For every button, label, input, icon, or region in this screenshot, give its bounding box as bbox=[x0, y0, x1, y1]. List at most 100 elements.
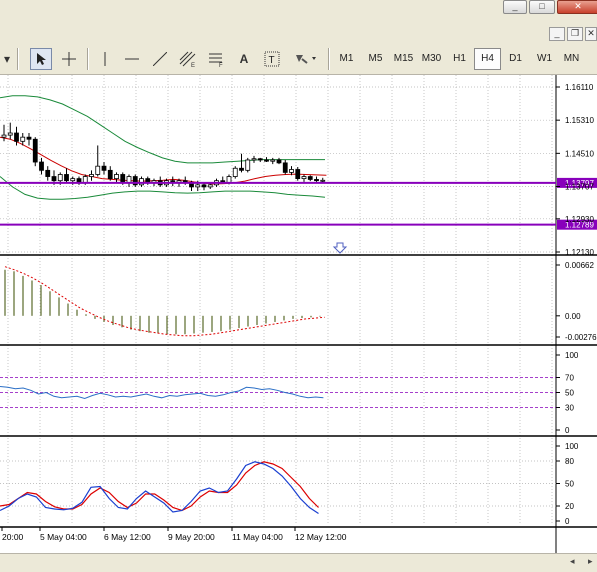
candle bbox=[95, 145, 101, 177]
candle bbox=[264, 157, 269, 163]
macd-axis-label: -0.00276 bbox=[565, 333, 597, 342]
svg-text:E: E bbox=[191, 63, 195, 67]
stoch-axis-label: 20 bbox=[565, 502, 574, 511]
stochastic-signal-line bbox=[0, 461, 319, 512]
window-title-bar: _ □ ✕ bbox=[0, 0, 597, 22]
price-level-label: 1.13797 bbox=[565, 179, 594, 188]
candle bbox=[1, 124, 7, 142]
chart-grid bbox=[0, 75, 556, 525]
macd-axis-label: 0.00 bbox=[565, 312, 581, 321]
window-maximize-button[interactable]: □ bbox=[529, 0, 555, 14]
candle bbox=[139, 176, 144, 187]
price-axis-label: 1.15310 bbox=[565, 116, 594, 125]
candle bbox=[295, 167, 301, 181]
chart-background bbox=[0, 75, 597, 553]
candle bbox=[239, 153, 244, 173]
candle bbox=[64, 168, 69, 183]
timeframe-d1-button[interactable]: D1 bbox=[509, 53, 522, 64]
svg-text:F: F bbox=[219, 63, 223, 67]
candle bbox=[14, 126, 19, 146]
status-bar: ◂ ▸ bbox=[0, 553, 597, 572]
macd-axis-label: 0.00662 bbox=[565, 261, 594, 270]
chart-restore-button[interactable]: ❐ bbox=[567, 27, 583, 41]
timeframe-m5-button[interactable]: M5 bbox=[368, 53, 383, 64]
price-axis-label: 1.14510 bbox=[565, 149, 594, 158]
rsi-line bbox=[0, 386, 324, 400]
timeframe-m15-button[interactable]: M15 bbox=[393, 53, 414, 64]
candle bbox=[101, 162, 107, 175]
candle bbox=[26, 133, 32, 146]
candles bbox=[1, 122, 326, 192]
macd-signal-line bbox=[4, 266, 325, 337]
bollinger-lower-band bbox=[0, 176, 326, 200]
candle bbox=[314, 176, 319, 182]
rsi-axis-label: 50 bbox=[565, 389, 574, 398]
dropdown-arrow-icon[interactable]: ▾ bbox=[3, 52, 11, 66]
timeframe-h4-button[interactable]: H4 bbox=[474, 48, 501, 70]
scroll-right-icon[interactable]: ▸ bbox=[588, 556, 593, 566]
text-label-icon[interactable]: T bbox=[261, 48, 283, 70]
chart-minimize-button[interactable]: _ bbox=[549, 27, 565, 41]
candle bbox=[307, 175, 313, 182]
price-axis-label: 1.12930 bbox=[565, 215, 594, 224]
rsi-axis-label: 70 bbox=[565, 374, 574, 383]
candle bbox=[39, 157, 44, 175]
price-axis-label: 1.12130 bbox=[565, 248, 594, 257]
candle bbox=[107, 166, 113, 181]
time-axis-label: 20:00 bbox=[2, 532, 24, 542]
time-axis-label: 9 May 20:00 bbox=[168, 532, 215, 542]
fibonacci-channel-icon[interactable]: E bbox=[177, 48, 199, 70]
window-minimize-button[interactable]: _ bbox=[503, 0, 527, 14]
rsi-axis-label: 30 bbox=[565, 404, 574, 413]
candle bbox=[201, 182, 207, 191]
price-level-tag bbox=[557, 219, 597, 230]
rsi-axis-label: 0 bbox=[565, 426, 570, 435]
price-axis-label: 1.13707 bbox=[565, 182, 594, 191]
time-axis-label: 11 May 04:00 bbox=[232, 532, 283, 542]
rsi-axis-label: 100 bbox=[565, 351, 579, 360]
price-level-label: 1.12789 bbox=[565, 221, 594, 230]
arrow-down-icon bbox=[332, 242, 348, 254]
price-axis-label: 1.16110 bbox=[565, 83, 594, 92]
cursor-icon[interactable] bbox=[30, 48, 52, 70]
crosshair-icon[interactable] bbox=[58, 48, 80, 70]
window-close-button[interactable]: ✕ bbox=[557, 0, 597, 14]
candle bbox=[270, 157, 276, 165]
timeframe-h1-button[interactable]: H1 bbox=[453, 53, 466, 64]
shapes-icon[interactable] bbox=[289, 48, 323, 70]
chart-close-button[interactable]: ✕ bbox=[585, 27, 597, 41]
time-axis-label: 6 May 12:00 bbox=[104, 532, 151, 542]
timeframe-m1-button[interactable]: M1 bbox=[339, 53, 354, 64]
candle bbox=[89, 170, 94, 181]
candle bbox=[232, 166, 238, 179]
text-icon[interactable]: A bbox=[239, 52, 249, 66]
candle bbox=[45, 166, 51, 181]
candle bbox=[132, 174, 138, 187]
price-axis-strip bbox=[556, 75, 597, 553]
drawing-toolbar: ▾ E F A T M1 M5 M15 M30 H1 H4 D1 W1 MN bbox=[0, 44, 597, 75]
stoch-axis-label: 50 bbox=[565, 480, 574, 489]
candle bbox=[301, 174, 307, 182]
time-axis-label: 5 May 04:00 bbox=[40, 532, 87, 542]
macd-histogram bbox=[4, 269, 321, 335]
candle bbox=[289, 166, 294, 176]
svg-text:T: T bbox=[269, 55, 275, 66]
candle bbox=[114, 172, 119, 183]
candle bbox=[7, 122, 13, 140]
time-axis-label: 12 May 12:00 bbox=[295, 532, 347, 542]
candle bbox=[282, 159, 288, 175]
trendline-icon[interactable] bbox=[149, 48, 171, 70]
fibonacci-fan-icon[interactable]: F bbox=[205, 48, 227, 70]
candle bbox=[20, 133, 26, 146]
stoch-axis-label: 0 bbox=[565, 517, 570, 526]
candle bbox=[251, 155, 257, 163]
stoch-axis-label: 80 bbox=[565, 457, 574, 466]
stochastic-main-line bbox=[0, 461, 319, 515]
horizontal-line-icon[interactable] bbox=[121, 48, 143, 70]
timeframe-w1-button[interactable]: W1 bbox=[537, 53, 552, 64]
vertical-line-icon[interactable] bbox=[94, 48, 116, 70]
timeframe-mn-button[interactable]: MN bbox=[563, 53, 580, 64]
timeframe-m30-button[interactable]: M30 bbox=[421, 53, 442, 64]
chart-area[interactable]: 1.13797 1.12789 1.16110 1.15310 1.14510 1.137… bbox=[0, 75, 597, 553]
scroll-left-icon[interactable]: ◂ bbox=[570, 556, 575, 566]
